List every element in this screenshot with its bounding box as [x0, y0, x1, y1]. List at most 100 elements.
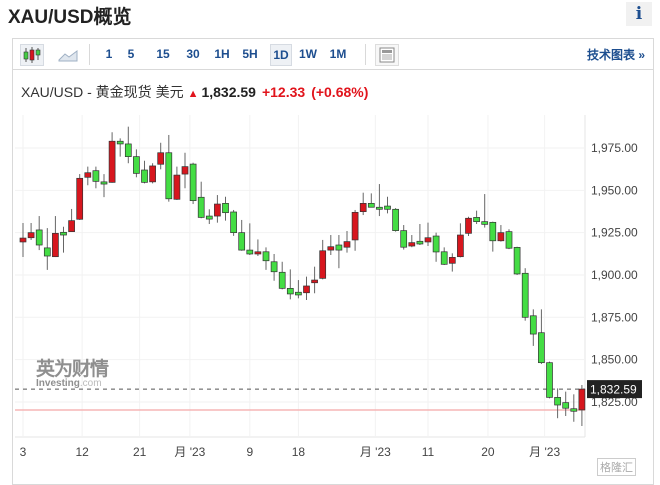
candle-up[interactable] [19, 237, 27, 243]
candle-up[interactable] [424, 237, 432, 243]
candle-down[interactable] [562, 402, 570, 409]
last-price-tag [587, 380, 642, 399]
candle-down[interactable] [400, 230, 408, 248]
candle-down[interactable] [367, 203, 375, 208]
candle-down[interactable] [60, 231, 67, 236]
candle-up[interactable] [27, 232, 35, 239]
candle-up[interactable] [578, 388, 586, 411]
interval-15[interactable]: 15 [156, 47, 170, 61]
candle-down[interactable] [376, 206, 383, 210]
x-tick-label: 21 [133, 445, 147, 459]
candle-down[interactable] [505, 231, 513, 249]
candle-down[interactable] [205, 215, 213, 220]
candle-up[interactable] [84, 172, 92, 178]
gelonghui-badge: 格隆汇 [597, 458, 636, 476]
price-change: +12.33 [261, 84, 306, 100]
candle-down[interactable] [295, 291, 302, 296]
newspaper-icon [379, 47, 395, 63]
candle-down[interactable] [473, 217, 480, 222]
candle-down[interactable] [270, 261, 278, 273]
candle-up[interactable] [327, 246, 335, 251]
x-tick-label: 11 [422, 445, 435, 459]
candle-down[interactable] [246, 249, 254, 255]
x-tick-label: 月 '23 [360, 445, 391, 459]
candle-down[interactable] [141, 169, 148, 183]
candle-down[interactable] [133, 156, 140, 174]
candle-up[interactable] [76, 177, 84, 220]
candle-down[interactable] [392, 208, 399, 231]
candle-down[interactable] [124, 143, 132, 157]
candle-down[interactable] [489, 221, 497, 242]
technical-chart-link[interactable]: 技术图表 » [586, 48, 645, 62]
candle-up[interactable] [497, 232, 505, 242]
candle-up[interactable] [214, 203, 221, 217]
candle-down[interactable] [197, 196, 205, 218]
candle-down[interactable] [35, 229, 43, 246]
candle-up[interactable] [52, 232, 59, 258]
candle-down[interactable] [189, 163, 197, 202]
candle-up[interactable] [319, 250, 327, 279]
interval-1d[interactable]: 1D [270, 44, 292, 66]
candle-up[interactable] [254, 251, 262, 255]
candle-down[interactable] [538, 332, 545, 364]
candle-up[interactable] [359, 203, 367, 213]
candlestick-chart-button[interactable] [20, 44, 44, 66]
candle-up[interactable] [173, 174, 181, 200]
news-button[interactable] [375, 44, 399, 66]
candle-up[interactable] [343, 241, 351, 248]
candle-down[interactable] [546, 362, 553, 398]
area-chart-button[interactable] [57, 44, 79, 64]
candle-down[interactable] [100, 181, 108, 185]
interval-30[interactable]: 30 [186, 47, 200, 61]
candle-up[interactable] [311, 279, 318, 284]
candle-up[interactable] [303, 285, 310, 294]
candle-down[interactable] [262, 251, 270, 262]
page-title: XAU/USD概览 [8, 7, 132, 28]
candle-up[interactable] [351, 211, 359, 241]
candle-down[interactable] [416, 240, 424, 245]
candle-down[interactable] [230, 211, 237, 234]
candle-down[interactable] [116, 140, 124, 145]
price-change-percent: (+0.68%) [311, 84, 369, 100]
candle-up[interactable] [448, 257, 456, 264]
x-tick-label: 12 [75, 445, 89, 459]
candle-down[interactable] [440, 251, 448, 265]
candle-down[interactable] [481, 221, 489, 225]
candle-up[interactable] [108, 140, 116, 183]
quote-line: XAU/USD - 黄金现货 美元 ▲ 1,832.59 +12.33 (+0.68%) [21, 82, 368, 102]
candle-down[interactable] [92, 170, 100, 182]
candle-up[interactable] [157, 152, 165, 165]
candle-down[interactable] [384, 205, 391, 210]
candle-up[interactable] [149, 165, 156, 183]
candle-down[interactable] [238, 232, 246, 251]
interval-5h[interactable]: 5H [242, 47, 258, 61]
candle-down[interactable] [554, 397, 561, 406]
info-button[interactable]: i [626, 2, 652, 26]
candle-down[interactable] [570, 408, 578, 412]
x-tick-label: 月 '23 [529, 445, 560, 459]
candle-down[interactable] [165, 152, 173, 200]
interval-5[interactable]: 5 [127, 47, 135, 61]
candle-down[interactable] [529, 315, 537, 335]
x-tick-label: 月 '23 [174, 445, 205, 459]
candle-up[interactable] [457, 234, 464, 258]
candle-down[interactable] [432, 235, 440, 253]
interval-1m[interactable]: 1M [329, 47, 347, 61]
candle-up[interactable] [181, 166, 189, 175]
candle-up[interactable] [408, 242, 416, 247]
candle-up[interactable] [68, 220, 75, 232]
y-tick-label: 1,950.00 [591, 183, 638, 197]
interval-1h[interactable]: 1H [214, 47, 230, 61]
candle-down[interactable] [521, 272, 529, 318]
candle-down[interactable] [513, 247, 521, 275]
candle-down[interactable] [222, 203, 229, 214]
candle-down[interactable] [335, 244, 343, 251]
candle-down[interactable] [43, 247, 51, 257]
interval-1w[interactable]: 1W [299, 47, 317, 61]
candle-down[interactable] [278, 271, 286, 289]
interval-1[interactable]: 1 [105, 47, 113, 61]
candle-down[interactable] [286, 287, 294, 295]
toolbar-divider [365, 44, 366, 65]
candle-up[interactable] [465, 217, 472, 234]
